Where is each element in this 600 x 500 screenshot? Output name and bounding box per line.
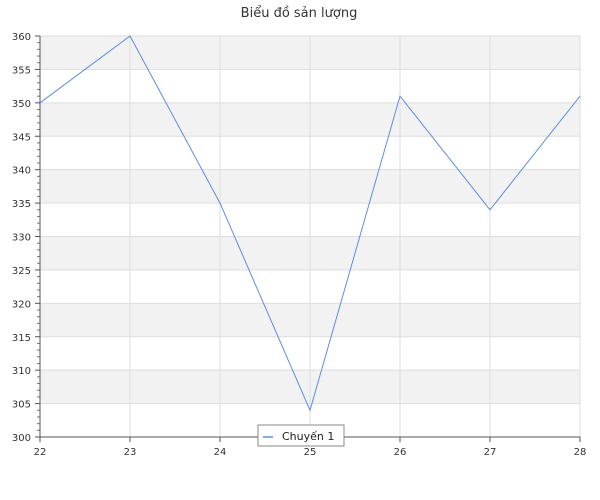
y-tick-label: 315	[12, 333, 31, 344]
x-tick-label: 28	[574, 447, 587, 458]
y-tick-label: 320	[12, 299, 31, 310]
x-tick-label: 27	[484, 447, 497, 458]
y-tick-label: 345	[12, 132, 31, 143]
x-tick-label: 26	[394, 447, 407, 458]
y-tick-label: 325	[12, 266, 31, 277]
y-tick-label: 305	[12, 400, 31, 411]
axes: 300 305 310 315 320 325 330 335 340 345 350 355 360 2…	[12, 32, 586, 458]
legend: Chuyến 1	[257, 424, 345, 447]
y-tick-label: 355	[12, 65, 31, 76]
y-tick-label: 340	[12, 166, 31, 177]
y-tick-label: 310	[12, 366, 31, 377]
y-tick-label: 360	[12, 32, 31, 43]
x-tick-label: 25	[304, 447, 317, 458]
legend-label-series-1: Chuyến 1	[282, 430, 334, 443]
y-tick-label: 335	[12, 199, 31, 210]
series-line-1	[39, 35, 581, 412]
x-tick-label: 23	[124, 447, 137, 458]
legend-box	[257, 424, 345, 447]
series-group	[39, 35, 581, 412]
y-tick-label: 350	[12, 99, 31, 110]
x-tick-label: 24	[214, 447, 227, 458]
x-tick-label: 22	[34, 447, 47, 458]
y-tick-label: 330	[12, 233, 31, 244]
y-tick-label: 300	[12, 433, 31, 444]
chart-title: Biểu đồ sản lượng	[241, 6, 358, 21]
